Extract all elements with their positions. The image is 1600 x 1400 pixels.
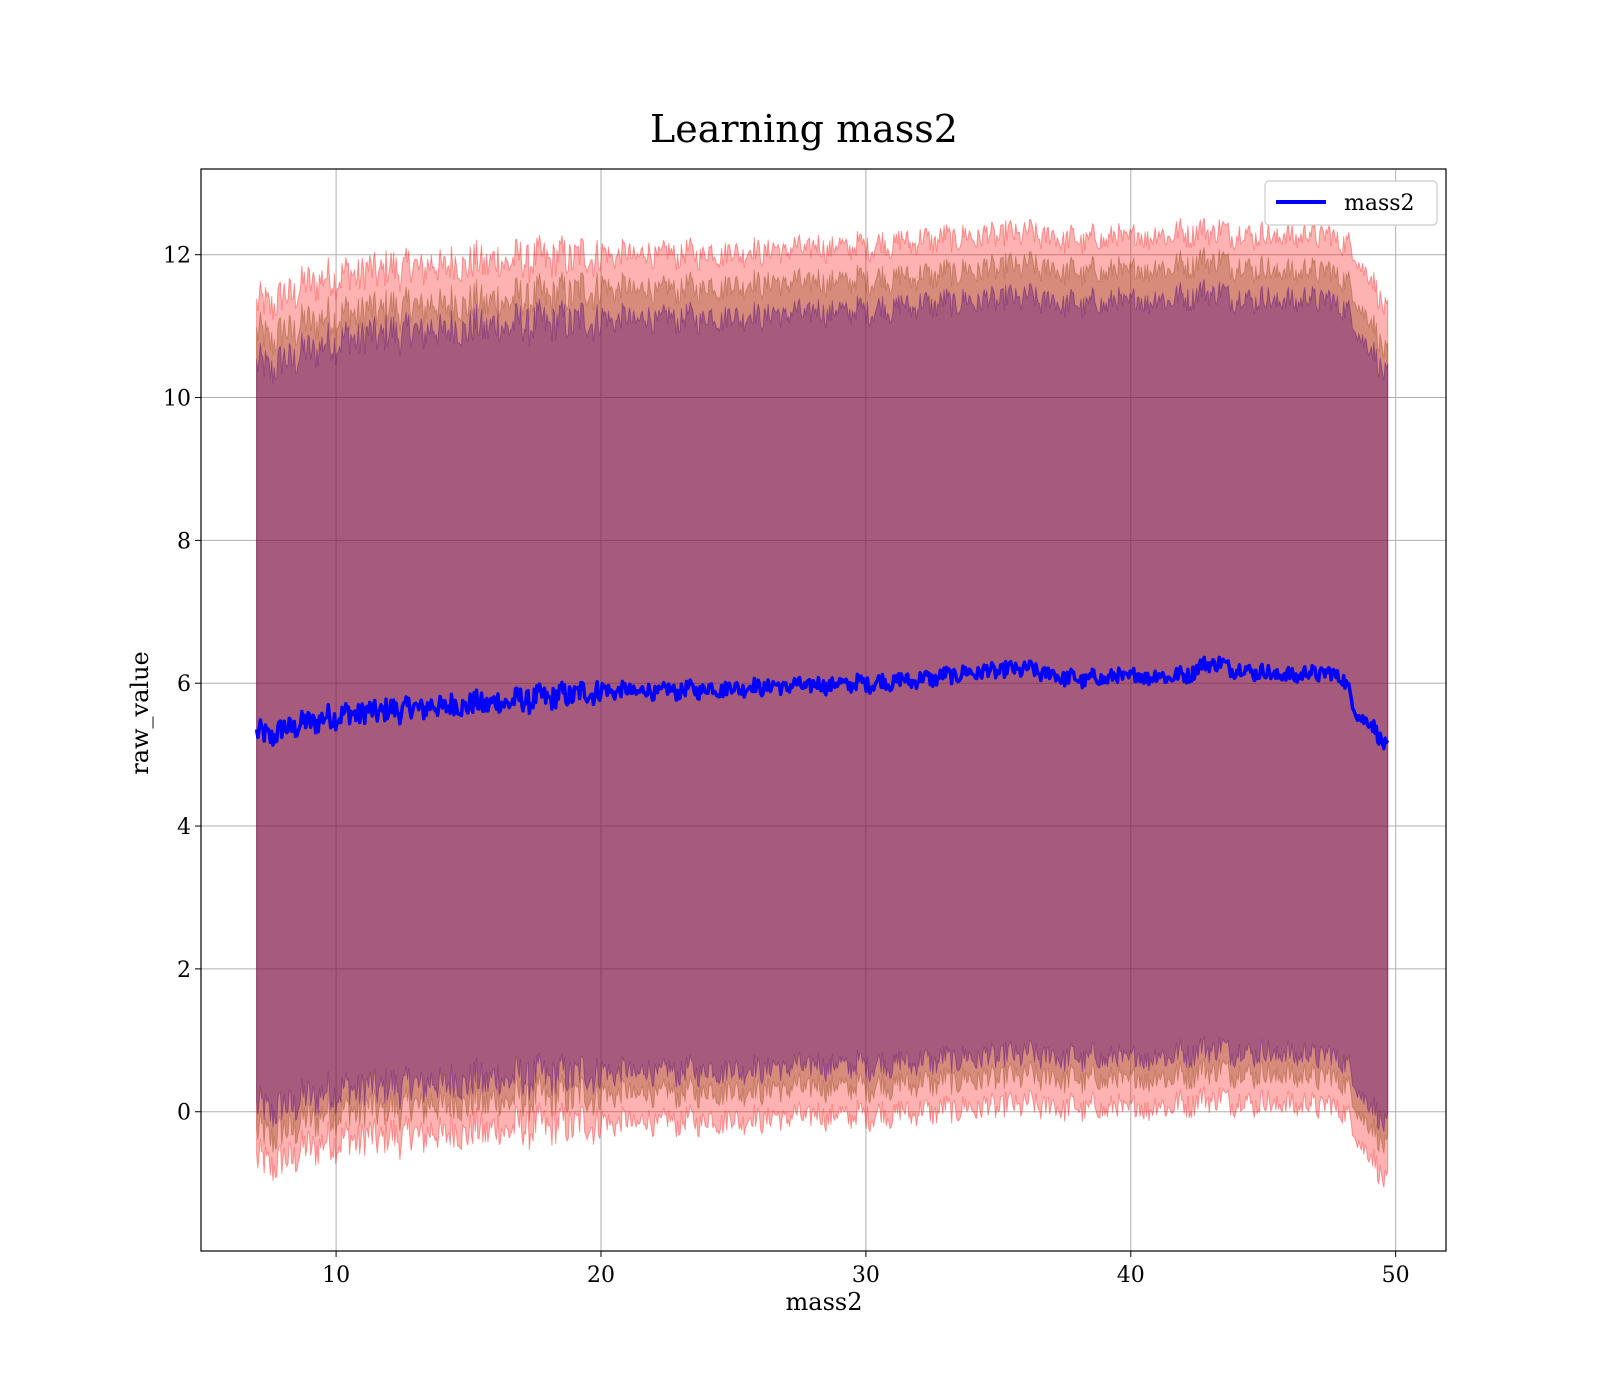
grid bbox=[201, 169, 1446, 1251]
series-lines bbox=[254, 655, 1390, 751]
confidence-band-2 bbox=[256, 279, 1389, 1133]
y-axis-label: raw_value bbox=[126, 651, 154, 775]
chart-title: Learning mass2 bbox=[650, 107, 958, 151]
confidence-band-0 bbox=[256, 217, 1389, 1188]
y-axis-ticks: 0 2 4 6 8 10 12 bbox=[163, 244, 201, 1126]
legend: mass2 bbox=[1264, 180, 1438, 226]
x-tick-label: 40 bbox=[1117, 1263, 1145, 1288]
y-tick-label: 0 bbox=[177, 1101, 191, 1126]
y-tick-label: 2 bbox=[177, 958, 191, 983]
series-line-mass2 bbox=[254, 655, 1390, 751]
x-tick-label: 10 bbox=[322, 1263, 350, 1288]
y-tick-label: 10 bbox=[163, 387, 191, 412]
y-tick-label: 12 bbox=[163, 244, 191, 269]
confidence-bands bbox=[256, 217, 1389, 1188]
x-tick-label: 30 bbox=[852, 1263, 880, 1288]
confidence-band-1 bbox=[256, 247, 1389, 1154]
legend-box bbox=[1264, 180, 1438, 226]
y-tick-label: 6 bbox=[177, 672, 191, 697]
legend-label-mass2: mass2 bbox=[1344, 191, 1415, 216]
x-tick-label: 20 bbox=[587, 1263, 615, 1288]
x-axis-label: mass2 bbox=[786, 1288, 863, 1316]
plot-frame bbox=[200, 168, 1447, 1252]
y-tick-label: 8 bbox=[177, 529, 191, 554]
x-tick-label: 50 bbox=[1382, 1263, 1410, 1288]
x-axis-ticks: 10 20 30 40 50 bbox=[322, 1251, 1410, 1288]
plot-area bbox=[200, 168, 1447, 1252]
y-tick-label: 4 bbox=[177, 815, 191, 840]
